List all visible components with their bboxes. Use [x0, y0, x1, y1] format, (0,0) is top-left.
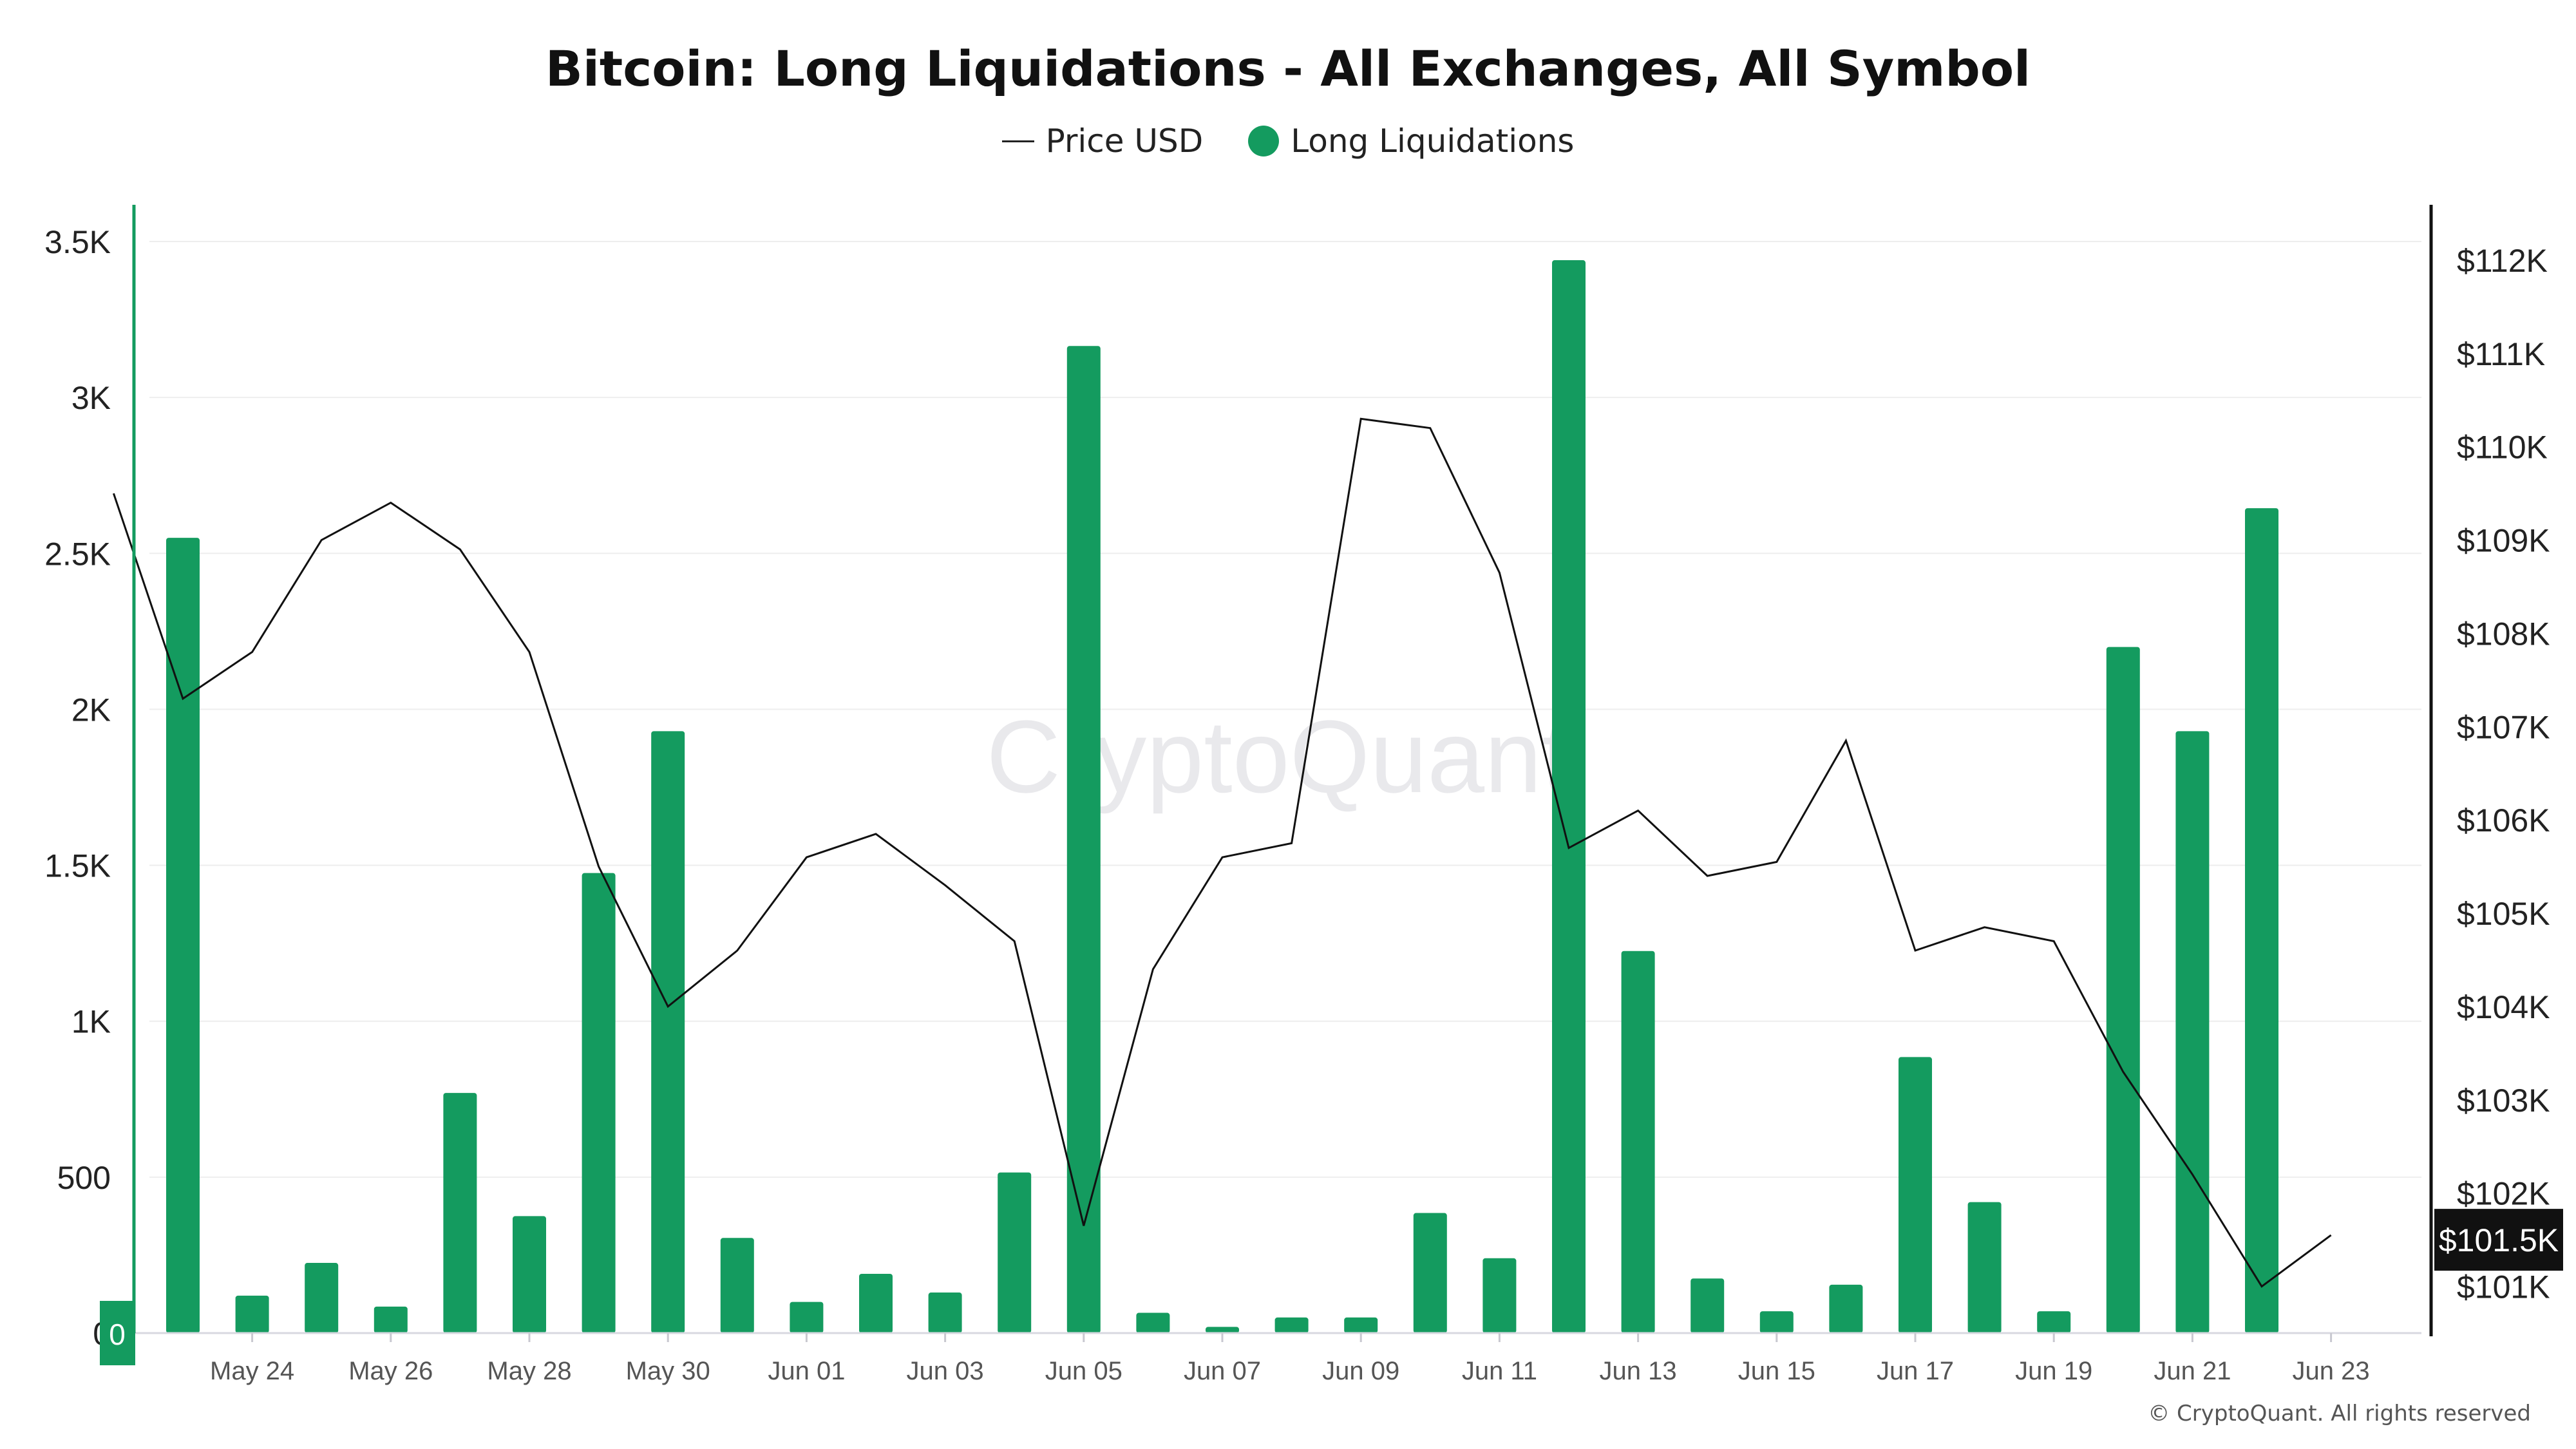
right-value-badge-label: $101.5K [2439, 1222, 2559, 1258]
x-tick-label: Jun 13 [1600, 1357, 1677, 1385]
x-tick-label: May 30 [626, 1357, 710, 1385]
liquidation-bar [720, 1238, 754, 1333]
right-tick-label: $105K [2457, 896, 2550, 932]
right-tick-label: $109K [2457, 523, 2550, 559]
x-tick-label: May 26 [348, 1357, 433, 1385]
x-tick-label: May 24 [210, 1357, 294, 1385]
right-tick-label: $104K [2457, 989, 2550, 1025]
x-tick-label: Jun 19 [2015, 1357, 2092, 1385]
liquidation-bar [928, 1293, 962, 1333]
right-tick-label: $111K [2457, 336, 2545, 372]
bar-series [166, 260, 2278, 1334]
right-axis-ticks: $101K $102K $103K $104K $105K $106K $107K $108K… [2457, 243, 2550, 1305]
liquidation-bar [1344, 1317, 1378, 1333]
legend-item-price[interactable]: Price USD [1001, 122, 1204, 160]
axes [132, 205, 2433, 1336]
left-tick-label: 1K [71, 1004, 111, 1040]
left-value-badge [100, 1301, 135, 1365]
liquidation-bar [651, 731, 685, 1333]
liquidation-bar [2175, 731, 2210, 1333]
liquidation-bar [2106, 647, 2140, 1333]
line-swatch-icon [1001, 140, 1034, 142]
liquidation-bar [582, 873, 616, 1333]
x-tick-label: Jun 09 [1322, 1357, 1399, 1385]
liquidation-bar [1759, 1311, 1794, 1333]
liquidation-bar [443, 1093, 477, 1333]
liquidation-bar [2037, 1311, 2071, 1333]
left-tick-label: 500 [57, 1160, 111, 1196]
x-tick-label: Jun 21 [2154, 1357, 2231, 1385]
right-tick-label: $112K [2457, 243, 2548, 279]
x-tick-label: Jun 05 [1045, 1357, 1122, 1385]
x-tick-label: Jun 23 [2293, 1357, 2370, 1385]
liquidation-bar [1274, 1317, 1309, 1333]
left-tick-label: 1.5K [44, 848, 111, 884]
copyright-notice: © CryptoQuant. All rights reserved [2148, 1401, 2531, 1426]
liquidation-bar [998, 1172, 1032, 1333]
right-tick-label: $102K [2457, 1176, 2550, 1212]
left-tick-label: 2K [71, 692, 111, 728]
left-tick-label: 2.5K [44, 536, 111, 572]
liquidation-bar [305, 1263, 339, 1333]
liquidation-bar [1413, 1213, 1447, 1333]
price-series [112, 417, 2332, 1288]
liquidation-bar [235, 1295, 269, 1333]
right-tick-label: $110K [2457, 430, 2548, 466]
liquidation-bar [1552, 260, 1586, 1333]
liquidation-bar [374, 1306, 408, 1333]
x-axis-ticks: May 24 May 26 May 28 May 30 Jun 01 Jun 03 Jun … [210, 1333, 2370, 1385]
x-tick-label: Jun 03 [907, 1357, 984, 1385]
x-tick-label: Jun 07 [1184, 1357, 1261, 1385]
x-tick-label: Jun 01 [768, 1357, 845, 1385]
liquidation-bar [1066, 346, 1101, 1333]
liquidation-bar [1899, 1057, 1932, 1333]
liquidation-bar [1967, 1202, 2002, 1333]
liquidation-bar [1621, 951, 1655, 1333]
chart-legend: Price USD Long Liquidations [0, 122, 2576, 160]
chart-title: Bitcoin: Long Liquidations - All Exchang… [545, 40, 2031, 97]
price-line [112, 417, 2332, 1288]
value-badges: $101.5K 0 [100, 1209, 2563, 1365]
legend-item-liquidations[interactable]: Long Liquidations [1248, 122, 1574, 160]
right-value-badge [2434, 1209, 2563, 1271]
left-tick-label: 3K [71, 380, 111, 416]
left-tick-label: 3.5K [44, 224, 111, 260]
x-tick-label: Jun 11 [1462, 1357, 1537, 1385]
liquidation-bar [1206, 1327, 1239, 1333]
left-value-badge-label: 0 [109, 1318, 126, 1351]
right-tick-label: $107K [2457, 709, 2550, 745]
liquidation-bar [859, 1273, 893, 1333]
x-tick-label: Jun 15 [1738, 1357, 1815, 1385]
right-tick-label: $101K [2457, 1269, 2550, 1305]
liquidation-bar [2245, 508, 2278, 1334]
liquidation-bar [1482, 1258, 1517, 1333]
liquidation-bar [790, 1302, 824, 1333]
liquidation-bar [1829, 1284, 1863, 1333]
right-tick-label: $106K [2457, 802, 2550, 838]
x-tick-label: Jun 17 [1877, 1357, 1954, 1385]
x-tick-label: May 28 [487, 1357, 571, 1385]
legend-label-price: Price USD [1045, 122, 1204, 160]
liquidation-bar [1690, 1278, 1725, 1333]
liquidation-bar [166, 538, 200, 1333]
dot-swatch-icon [1248, 126, 1280, 156]
right-tick-label: $108K [2457, 616, 2550, 652]
liquidation-bar [1136, 1312, 1170, 1333]
legend-label-liquidations: Long Liquidations [1291, 122, 1575, 160]
grid-lines [149, 241, 2421, 1178]
right-tick-label: $103K [2457, 1083, 2550, 1119]
liquidation-bar [513, 1216, 546, 1333]
